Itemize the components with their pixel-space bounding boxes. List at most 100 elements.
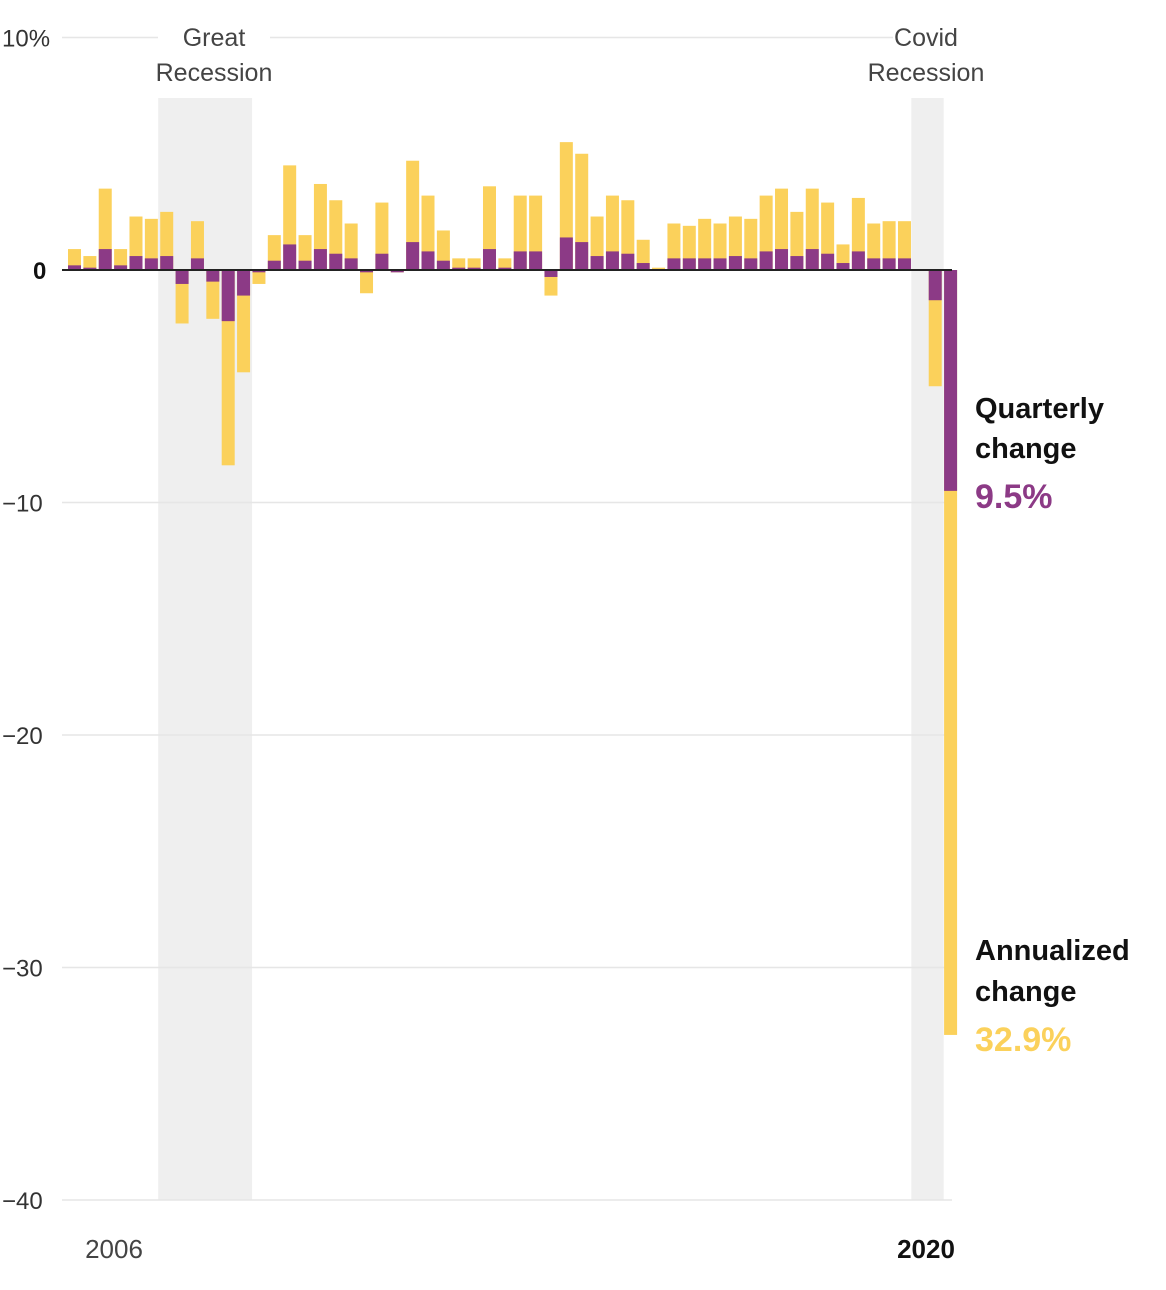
bar-quarterly-24 [436,260,450,270]
bar-annualized-9 [206,270,220,319]
bar-quarterly-0 [68,265,81,270]
bar-quarterly-20 [375,253,389,270]
bar-quarterly-32 [559,237,573,270]
bar-annualized-36 [621,200,635,270]
bar-quarterly-54 [897,258,911,270]
bar-quarterly-44 [744,258,758,270]
bar-annualized-53 [882,221,896,270]
bar-annualized-54 [897,221,911,270]
bar-quarterly-15 [298,260,312,270]
bar-quarterly-53 [882,258,896,270]
bar-quarterly-56 [928,270,942,301]
recession-label-line2-1: Recession [868,59,985,87]
bar-annualized-12 [252,270,266,284]
bar-quarterly-17 [329,253,343,270]
recession-band-0 [158,98,253,1200]
bar-quarterly-52 [867,258,881,270]
bar-annualized-28 [498,258,512,270]
bar-quarterly-10 [221,270,235,322]
bar-annualized-0 [68,249,81,270]
bar-quarterly-31 [544,270,558,277]
bar-quarterly-42 [713,258,727,270]
legend-annualized-value: 32.9% [975,1021,1071,1059]
bar-quarterly-27 [482,249,496,270]
bar-annualized-16 [313,183,327,270]
bar-quarterly-19 [360,270,374,273]
y-tick-label-5: −40 [2,1188,43,1215]
bar-quarterly-22 [406,242,420,270]
bar-quarterly-25 [452,267,466,270]
bar-quarterly-4 [129,256,143,270]
bar-quarterly-34 [590,256,604,270]
bar-quarterly-6 [160,256,174,270]
bar-quarterly-41 [698,258,712,270]
legend-annualized-line2: change [975,976,1077,1008]
bar-annualized-38 [652,267,666,270]
bar-quarterly-45 [759,251,773,270]
bar-quarterly-30 [529,251,543,270]
recession-label-line2-0: Recession [156,59,273,87]
bar-quarterly-51 [851,251,865,270]
bar-quarterly-13 [267,260,281,270]
x-tick-2006: 2006 [85,1234,143,1264]
bar-quarterly-46 [775,249,789,270]
bar-quarterly-47 [790,256,804,270]
bar-quarterly-7 [175,270,189,284]
bar-annualized-25 [452,258,466,270]
recession-label-line1-1: Covid [894,24,958,52]
legend-annualized-line1: Annualized [975,935,1130,967]
y-tick-label-2: −10 [2,491,43,518]
bar-quarterly-33 [575,242,589,270]
y-axis-ticks: 10% 0 −10 −20 −30 −40 [2,26,50,1216]
bar-annualized-49 [821,202,835,270]
bar-quarterly-8 [190,258,204,270]
bar-quarterly-21 [390,270,404,273]
bar-quarterly-26 [467,267,481,270]
recession-labels: Great Recession Covid Recession [156,18,985,87]
bar-quarterly-16 [313,249,327,270]
bar-quarterly-29 [513,251,527,270]
y-tick-label-0: 10% [2,26,50,53]
legend-annualized: Annualized change 32.9% [975,935,1130,1059]
x-tick-2020: 2020 [897,1234,955,1264]
bars [68,142,958,1035]
bar-annualized-6 [160,211,174,270]
legend-quarterly-line1: Quarterly [975,393,1104,425]
bar-quarterly-23 [421,251,435,270]
bar-annualized-44 [744,218,758,270]
bar-annualized-8 [190,221,204,270]
bar-annualized-20 [375,202,389,270]
bar-quarterly-28 [498,267,512,270]
bar-quarterly-2 [98,249,112,270]
legend-quarterly-value: 9.5% [975,478,1053,516]
bar-quarterly-36 [621,253,635,270]
bar-quarterly-57 [944,270,958,491]
y-tick-label-1: 0 [33,258,46,285]
bar-annualized-24 [436,230,450,270]
legend-quarterly: Quarterly change 9.5% [975,393,1104,516]
bar-annualized-5 [144,218,158,270]
y-tick-label-3: −20 [2,723,43,750]
bar-quarterly-3 [114,265,128,270]
bar-annualized-33 [575,153,589,270]
bar-quarterly-11 [237,270,251,296]
bar-quarterly-50 [836,263,850,270]
recession-label-bg-1 [893,18,959,52]
bar-quarterly-5 [144,258,158,270]
bar-quarterly-12 [252,270,266,273]
legend-quarterly-line2: change [975,433,1077,465]
bar-annualized-17 [329,200,343,270]
bar-quarterly-18 [344,258,358,270]
bar-annualized-26 [467,258,481,270]
bar-annualized-19 [360,270,374,294]
recession-label-bg-0 [158,18,270,52]
bar-annualized-1 [83,256,97,270]
bar-quarterly-48 [805,249,819,270]
bar-quarterly-35 [605,251,619,270]
bar-annualized-14 [283,165,297,270]
bar-quarterly-37 [636,263,650,270]
recession-band-1 [911,98,944,1200]
bar-quarterly-40 [682,258,696,270]
recession-label-line1-0: Great [183,24,246,52]
